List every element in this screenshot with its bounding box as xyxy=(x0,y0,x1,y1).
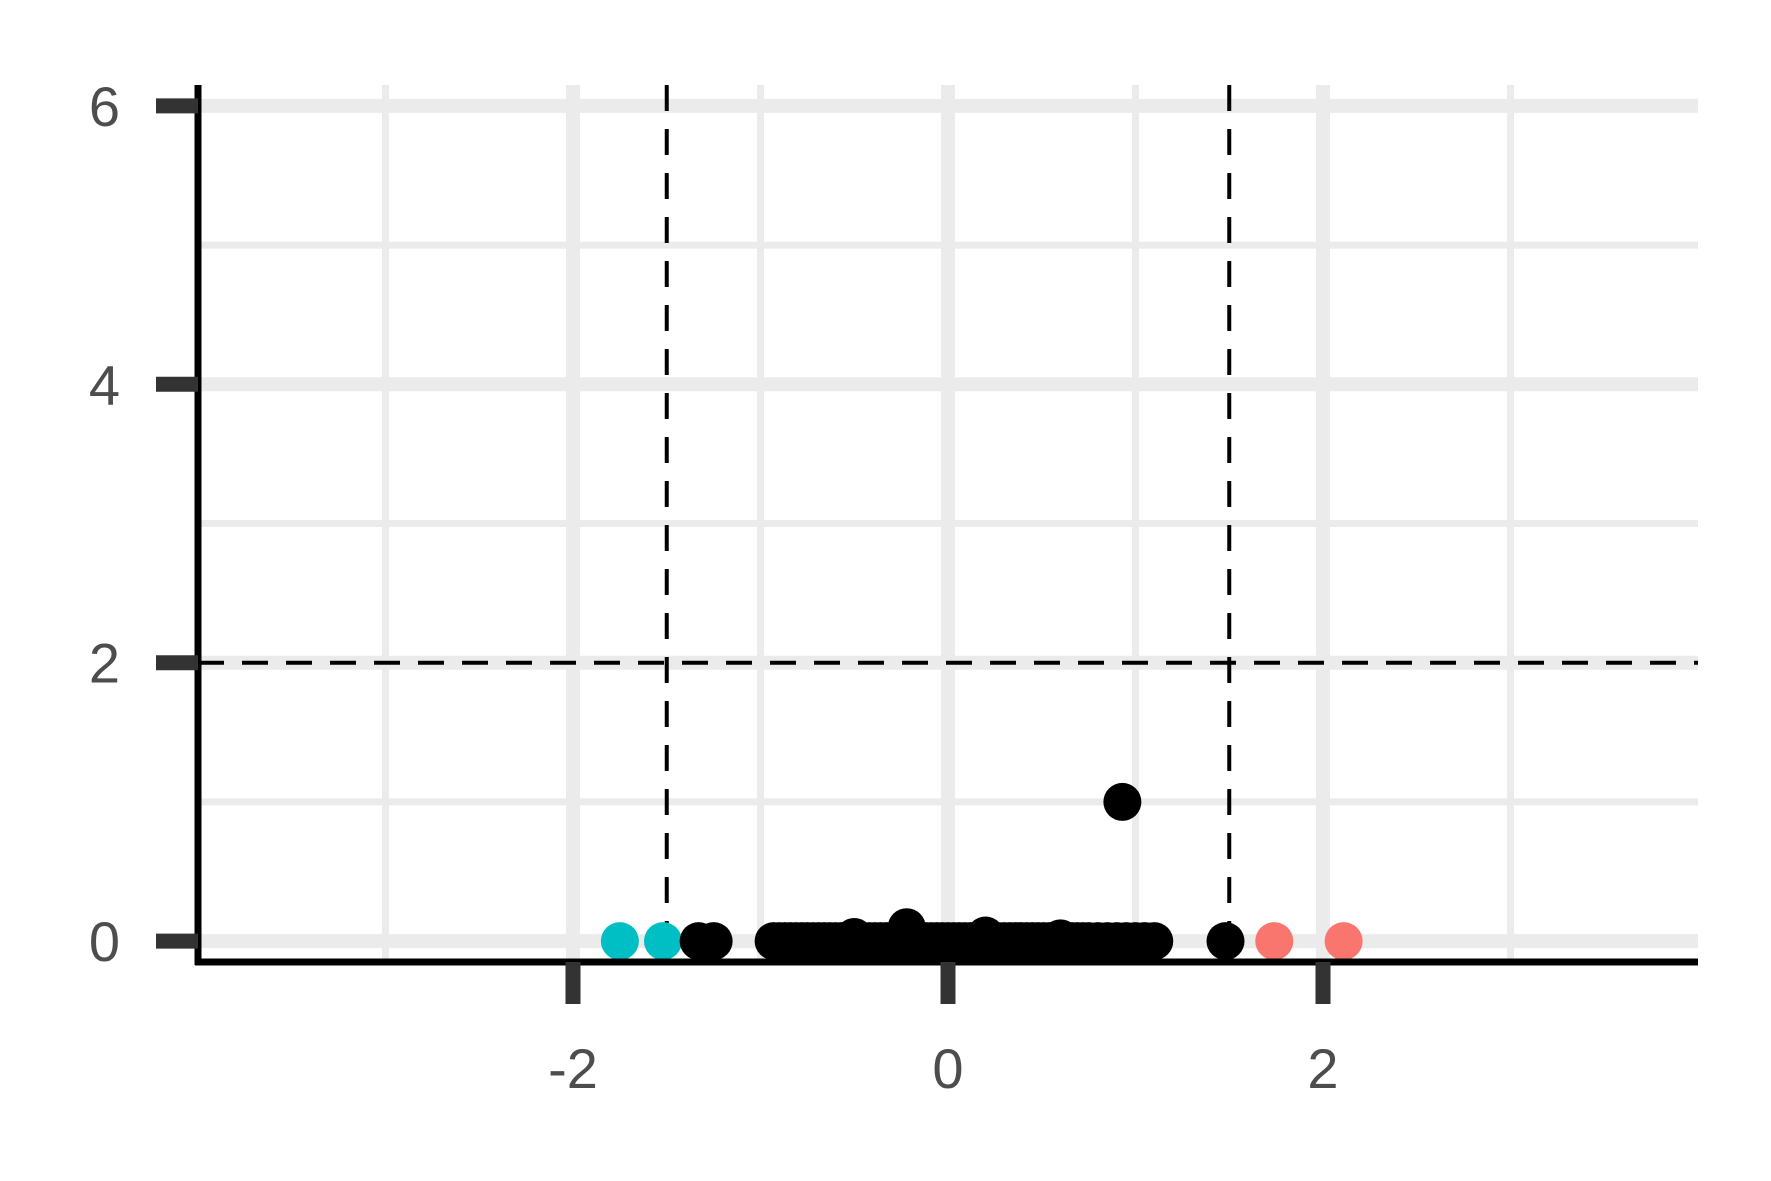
x-axis-ticks: -2 0 2 xyxy=(548,962,1339,1100)
y-tick-label: 0 xyxy=(89,910,120,973)
data-point-up xyxy=(1255,922,1294,961)
data-point-not-significant xyxy=(1103,782,1142,821)
data-point-up xyxy=(1324,922,1363,961)
data-point-not-significant xyxy=(1041,919,1080,958)
data-point-not-significant xyxy=(694,922,733,961)
data-point-not-significant xyxy=(966,916,1005,955)
x-tick-label: -2 xyxy=(548,1037,598,1100)
y-tick-label: 6 xyxy=(89,75,120,138)
major-gridlines xyxy=(198,85,1698,962)
data-points xyxy=(600,782,1363,961)
x-tick-label: 2 xyxy=(1307,1037,1338,1100)
data-point-not-significant xyxy=(1206,922,1245,961)
data-point-not-significant xyxy=(1135,922,1174,961)
data-point-not-significant xyxy=(887,908,926,947)
y-tick-label: 2 xyxy=(89,632,120,695)
data-point-down xyxy=(644,922,682,961)
x-tick-label: 0 xyxy=(932,1037,963,1100)
y-tick-label: 4 xyxy=(89,353,120,416)
threshold-lines xyxy=(198,85,1698,962)
data-point-down xyxy=(600,922,639,961)
y-axis-ticks: 0 2 4 6 xyxy=(89,75,198,973)
data-point-not-significant xyxy=(835,917,874,956)
